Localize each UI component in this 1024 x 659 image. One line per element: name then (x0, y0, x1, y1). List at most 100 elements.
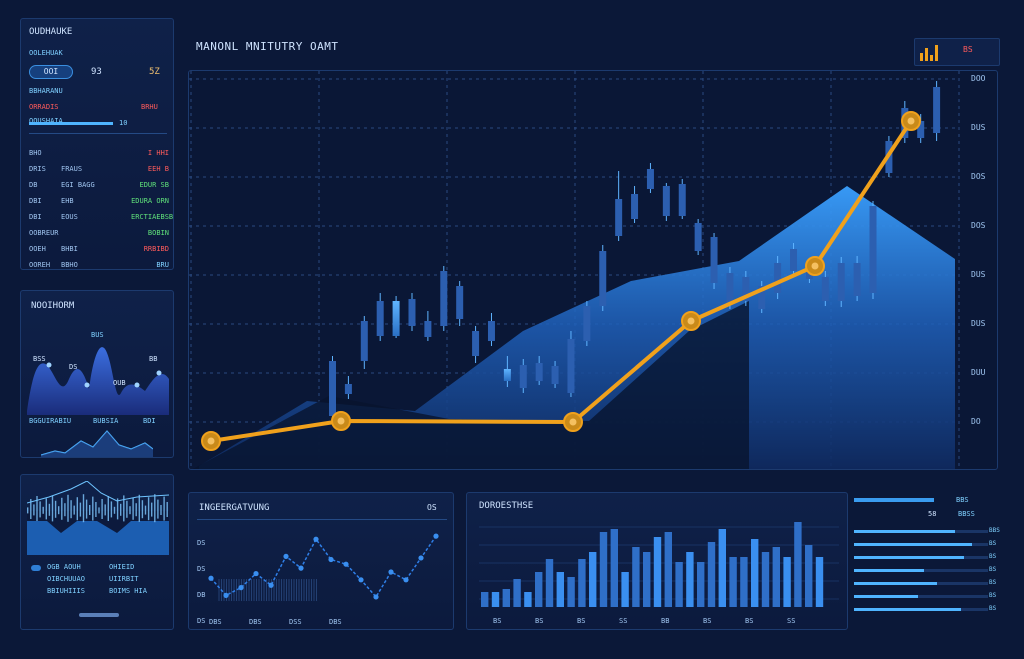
bar (589, 552, 597, 607)
mini-area (41, 431, 153, 457)
stats-cell: RRBIBD (143, 245, 169, 253)
bar (740, 557, 748, 607)
waveform-toggle[interactable] (31, 565, 41, 571)
meter-label: BS (989, 592, 997, 599)
x-axis-label: DSS (289, 618, 302, 626)
candle-body (790, 249, 798, 271)
meter-label: BS (989, 540, 997, 547)
bar (783, 557, 791, 607)
candle-body (758, 286, 766, 309)
meter-fill (854, 569, 924, 572)
distribution-label-top: BUS (91, 331, 104, 339)
waveform-bar (95, 502, 97, 517)
waveform-bar (82, 494, 85, 523)
small-line-point (223, 592, 229, 598)
progress-label: OOUSHAIA (29, 117, 63, 125)
waveform-bar (144, 505, 147, 515)
bar (643, 552, 651, 607)
waveform-bar (120, 503, 122, 516)
candle-body (615, 199, 623, 236)
bar (556, 572, 564, 607)
line-point-core (687, 317, 695, 325)
waveform-bar (110, 501, 113, 518)
bar-x-label: BB (661, 617, 669, 625)
waveform-bar (33, 504, 35, 516)
pill-value-3: 5Z (149, 67, 160, 77)
pill-button-1[interactable]: OOI (29, 65, 73, 79)
small-line-point (298, 565, 304, 571)
small-line-point (433, 533, 439, 539)
stats-cell: DBI (29, 197, 42, 205)
waveform-panel: OGB AOUH OHIEID OIBCHUUAO UIIRBIT BBIUHI… (20, 474, 174, 630)
meter-fill (854, 543, 972, 546)
waveform-row-b: OHIEID (109, 563, 135, 571)
bar-x-label: BS (493, 617, 501, 625)
line-chart-badge: OS (427, 503, 437, 512)
waveform-bar (113, 506, 116, 514)
candle-body (567, 339, 575, 393)
meter-label: BS (989, 553, 997, 560)
x-axis-label: DBS (209, 618, 222, 626)
stats-cell: EEH B (147, 165, 169, 173)
waveform-bar (132, 497, 134, 520)
stats-cell: EDURA ORN (131, 197, 169, 205)
stats-cell: DB (29, 181, 38, 189)
waveform-bar (30, 499, 32, 519)
waveform-bar (85, 499, 88, 519)
stats-cell: ERCTIAEBSB (131, 213, 174, 221)
waveform-bar (123, 495, 125, 522)
waveform-line (27, 481, 169, 504)
bar (697, 562, 705, 607)
candle-body (646, 169, 654, 189)
y-axis-label: DS (197, 617, 205, 625)
distribution-dot (156, 370, 162, 376)
distribution-label: BB (149, 355, 158, 363)
bar-chart-icon (920, 45, 938, 61)
waveform-bar (58, 506, 60, 515)
bar-x-label: SS (619, 617, 627, 625)
waveform-band (27, 521, 169, 555)
distribution-dot (84, 382, 90, 388)
series-line (210, 119, 913, 443)
small-line-point (328, 556, 334, 563)
small-line-point (343, 561, 349, 567)
waveform-bar (138, 494, 140, 522)
stats-cell: BHO (29, 149, 42, 157)
waveform-row-a: OGB AOUH (47, 563, 81, 571)
stats-cell: BOBIN (147, 229, 169, 237)
chart-area-shadow (189, 301, 749, 469)
waveform-slider[interactable] (79, 613, 119, 617)
stats-cell: BBHO (61, 261, 78, 269)
waveform-bar (48, 503, 51, 516)
small-line-point (238, 585, 244, 591)
waveform-bar (27, 507, 29, 514)
distribution-area (27, 347, 169, 415)
candle-body (583, 306, 591, 341)
waveform-bar (54, 500, 57, 518)
stats-cell: EOUS (61, 213, 78, 221)
small-line-point (208, 575, 214, 581)
candle-body (424, 321, 432, 337)
line-point-core (337, 417, 345, 425)
waveform-bar (61, 497, 63, 520)
small-line-point (268, 582, 274, 588)
waveform-bar (51, 495, 54, 522)
stats-cell: BHBI (61, 245, 78, 253)
small-line-point (403, 577, 409, 583)
ticker-box[interactable]: BS (914, 38, 1000, 66)
bar (686, 552, 694, 607)
candle-body (440, 271, 448, 326)
small-line-point (388, 569, 394, 575)
y-tick-label: DOO (971, 74, 986, 83)
bar (567, 577, 575, 607)
candle-body (678, 184, 686, 216)
stats-cell: OOEH (29, 245, 46, 253)
candle-body (503, 369, 511, 381)
chart-area (199, 186, 955, 469)
candle-body (392, 301, 400, 336)
x-axis-label: DBS (249, 618, 262, 626)
waveform-row-a: BBIUHIIIS (47, 587, 85, 595)
waveform-bar (107, 496, 109, 521)
candle-body (360, 321, 368, 361)
line-chart-panel: INGEERGATVUNG OS DS DS DB DS DBS DBS DSS DBS (188, 492, 454, 630)
